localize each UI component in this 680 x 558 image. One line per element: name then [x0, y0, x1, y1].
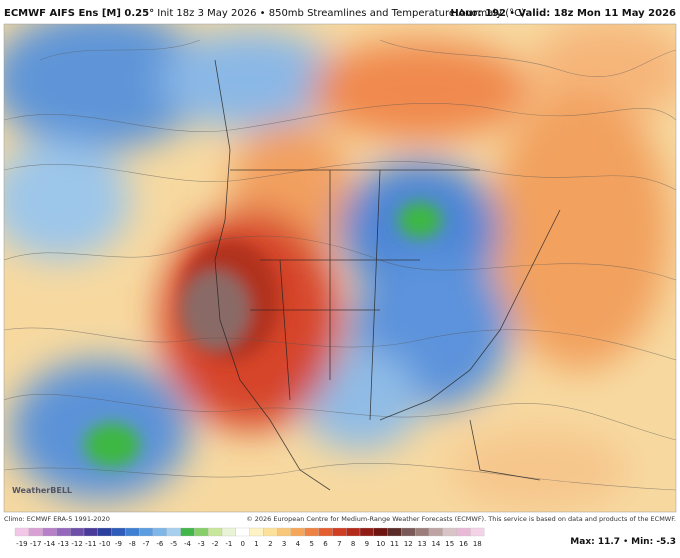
colorbar-label: 3 — [282, 540, 286, 548]
colorbar-cell — [332, 527, 347, 537]
colorbar-cell — [428, 527, 443, 537]
colorbar-label: 0 — [240, 540, 244, 548]
colorbar-cell — [152, 527, 167, 537]
colorbar-cell — [139, 527, 154, 537]
colorbar-cell — [111, 527, 126, 537]
colorbar-label: -1 — [225, 540, 232, 548]
colorbar-label: 7 — [337, 540, 341, 548]
colorbar-label: 4 — [296, 540, 301, 548]
copyright: © 2026 European Centre for Medium-Range … — [246, 515, 676, 523]
colorbar: -19 -17 -14 -13 -12 -11 -10 -9 -8 -7 -6 -5 -4 -3 -2 -1 0… — [14, 527, 485, 548]
separator: • — [509, 8, 515, 19]
max: Max: 11.7 — [570, 537, 620, 547]
valid-time: Valid: 18z Mon 11 May 2026 — [518, 8, 676, 19]
colorbar-cell — [221, 527, 236, 537]
colorbar-label: 6 — [323, 540, 328, 548]
colorbar-cell — [83, 527, 98, 537]
colorbar-label: -19 — [16, 540, 27, 548]
init-time: Init 18z 3 May 2026 — [157, 8, 256, 19]
colorbar-cell — [180, 527, 195, 537]
colorbar-label: -11 — [85, 540, 96, 548]
colorbar-cell — [235, 527, 250, 537]
colorbar-label: 13 — [418, 540, 427, 548]
colorbar-label: -3 — [198, 540, 205, 548]
colorbar-cell — [194, 527, 209, 537]
colorbar-cell — [97, 527, 112, 537]
colorbar-label: -13 — [58, 540, 69, 548]
colorbar-cell — [28, 527, 43, 537]
colorbar-label: -2 — [212, 540, 219, 548]
colorbar-cell — [166, 527, 181, 537]
separator: • — [623, 537, 628, 547]
colorbar-label: -7 — [143, 540, 150, 548]
colorbar-label: 15 — [445, 540, 454, 548]
colorbar-label: 18 — [473, 540, 482, 548]
colorbar-label: -14 — [44, 540, 56, 548]
colorbar-cell — [208, 527, 223, 537]
colorbar-label: -4 — [184, 540, 192, 548]
colorbar-cell — [442, 527, 457, 537]
colorbar-cell — [56, 527, 71, 537]
header-valid: Hour: 192 • Valid: 18z Mon 11 May 2026 — [450, 8, 676, 19]
colorbar-cell — [70, 527, 85, 537]
colorbar-label: 12 — [404, 540, 413, 548]
colorbar-cell — [456, 527, 471, 537]
colorbar-label: 8 — [351, 540, 355, 548]
colorbar-label: -10 — [99, 540, 110, 548]
colorbar-cell — [373, 527, 388, 537]
colorbar-label: 5 — [309, 540, 313, 548]
colorbar-cell — [359, 527, 374, 537]
colorbar-label: -8 — [129, 540, 136, 548]
min: Min: -5.3 — [631, 537, 676, 547]
colorbar-label: 10 — [376, 540, 385, 548]
hour: Hour: 192 — [450, 8, 506, 19]
colorbar-cell — [470, 527, 485, 537]
colorbar-cell — [387, 527, 402, 537]
product-name: 850mb Streamlines and Temperature Anomal… — [269, 8, 525, 19]
colorbar-cell — [415, 527, 430, 537]
stats: Max: 11.7 • Min: -5.3 — [570, 537, 676, 547]
colorbar-cell — [346, 527, 361, 537]
header-title: ECMWF AIFS Ens [M] 0.25° Init 18z 3 May … — [4, 8, 525, 19]
colorbar-label: -6 — [156, 540, 164, 548]
logo: WeatherBELL — [12, 486, 72, 495]
colorbar-label: -5 — [170, 540, 177, 548]
colorbar-cell — [249, 527, 264, 537]
colorbar-cell — [304, 527, 319, 537]
colorbar-label: 16 — [459, 540, 468, 548]
map-frame — [3, 23, 677, 513]
colorbar-cell — [263, 527, 278, 537]
model-name: ECMWF AIFS Ens [M] 0.25° — [4, 8, 154, 19]
colorbar-label: 2 — [268, 540, 272, 548]
colorbar-label: -12 — [71, 540, 82, 548]
colorbar-label: -17 — [30, 540, 41, 548]
colorbar-cell — [290, 527, 305, 537]
colorbar-cell — [277, 527, 292, 537]
colorbar-cell — [125, 527, 140, 537]
colorbar-cell — [42, 527, 57, 537]
colorbar-cell — [318, 527, 333, 537]
colorbar-label: -9 — [115, 540, 122, 548]
colorbar-cell — [401, 527, 416, 537]
colorbar-label: 1 — [254, 540, 258, 548]
climo-note: Climo: ECMWF ERA-5 1991-2020 — [4, 515, 110, 523]
colorbar-cell — [14, 527, 29, 537]
separator: • — [260, 8, 266, 19]
map: WeatherBELL — [4, 24, 676, 512]
colorbar-label: 11 — [390, 540, 399, 548]
colorbar-label: 14 — [431, 540, 440, 548]
colorbar-label: 9 — [365, 540, 369, 548]
